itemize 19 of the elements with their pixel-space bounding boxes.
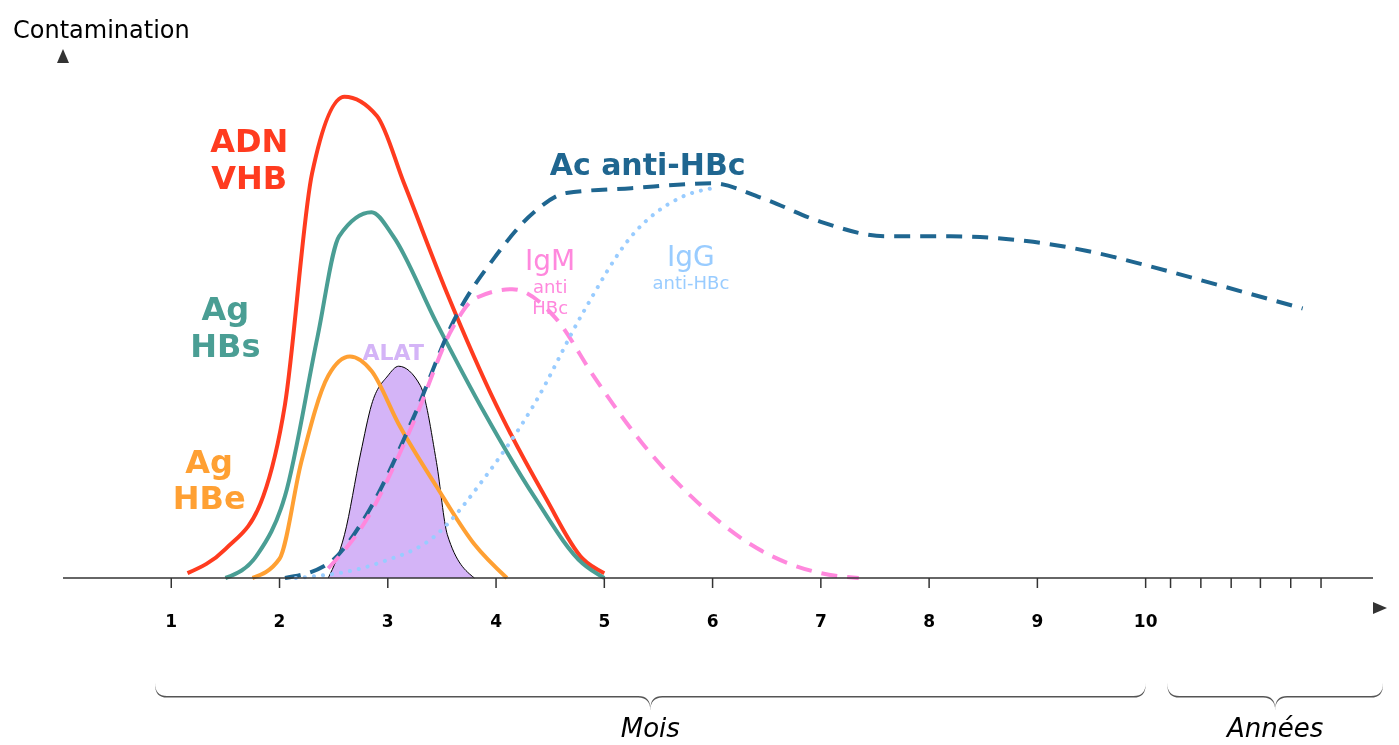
x-tick-label: 9 [1031, 611, 1044, 632]
x-tick-label: 2 [273, 611, 286, 632]
x-tick-label: 10 [1133, 611, 1158, 632]
series-label: Ag HBe [172, 442, 246, 518]
series-label: Ac anti-HBc [549, 146, 746, 183]
x-tick-label: 3 [381, 611, 394, 632]
x-tick-label: 8 [923, 611, 936, 632]
x-tick-label: 4 [490, 611, 503, 632]
series-label: Ag HBs [190, 290, 261, 365]
x-tick-label: 6 [706, 611, 719, 632]
series-label: ALAT [362, 340, 424, 366]
x-tick-label: 1 [165, 611, 178, 632]
series-label: IgG anti-HBc [652, 239, 730, 294]
y-axis-title: Contamination [13, 16, 190, 44]
x-tick-label: 5 [598, 611, 611, 632]
text: Années [1227, 713, 1324, 743]
x-tick-label: 7 [814, 611, 827, 632]
series-label: ADN VHB [210, 121, 289, 197]
x-axis-title: Mois [620, 713, 680, 743]
